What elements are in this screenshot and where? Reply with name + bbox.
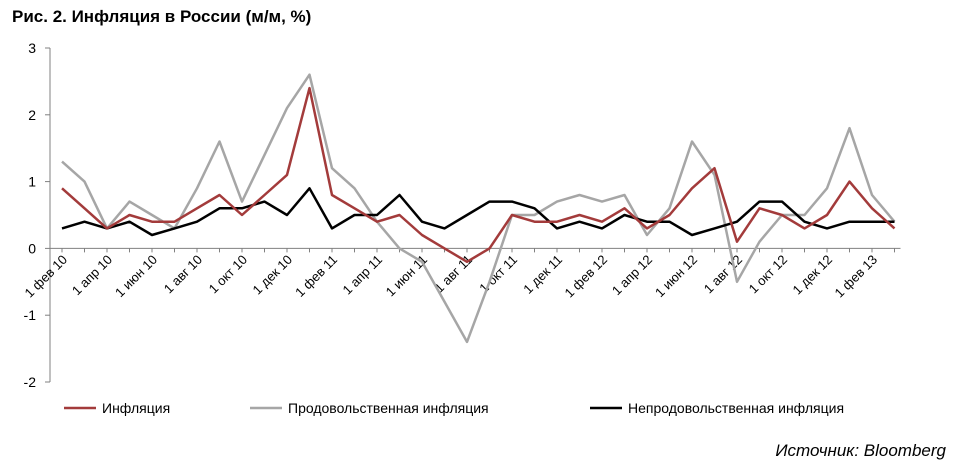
x-tick-label: 1 июн 10	[112, 252, 160, 300]
x-tick-label: 1 июн 12	[652, 252, 700, 300]
source-note: Источник: Bloomberg	[775, 441, 946, 460]
legend-label-2: Непродовольственная инфляция	[628, 400, 844, 416]
x-tick-label: 1 фев 13	[832, 252, 881, 301]
x-tick-label: 1 окт 12	[746, 252, 791, 297]
x-tick-label: 1 авг 10	[161, 252, 205, 296]
y-tick-label: 1	[28, 174, 36, 190]
x-tick-label: 1 авг 12	[701, 252, 745, 296]
legend: Инфляция Продовольственная инфляция Непрод…	[64, 400, 844, 416]
y-tick-label: -1	[24, 307, 37, 323]
y-tick-label: 0	[28, 240, 36, 256]
legend-label-1: Продовольственная инфляция	[288, 400, 489, 416]
x-tick-label: 1 фев 10	[22, 252, 71, 301]
legend-label-0: Инфляция	[102, 400, 170, 416]
series-layer	[61, 73, 896, 344]
chart-title: Рис. 2. Инфляция в России (м/м, %)	[12, 7, 312, 26]
series-line-1	[61, 73, 896, 344]
x-tick-label: 1 дек 10	[250, 252, 296, 298]
line-chart: -2 -1 0 1 2 3 1 фев 101 апр 101 июн 10 1 авг 10…	[22, 40, 901, 416]
x-tick-label: 1 дек 12	[790, 252, 836, 298]
x-tick-label: 1 июн 11	[383, 252, 430, 299]
x-tick-label: 1 дек 11	[520, 252, 565, 297]
x-tick-label: 1 апр 12	[609, 252, 655, 298]
x-tick-label: 1 фев 11	[292, 252, 340, 300]
series-line-2	[61, 187, 895, 237]
y-tick-label: 2	[28, 107, 36, 123]
y-tick-label: -2	[24, 374, 37, 390]
series-line-0	[61, 86, 896, 264]
x-tick-label: 1 окт 10	[206, 252, 251, 297]
x-tick-label: 1 фев 12	[562, 252, 611, 301]
x-tick-label: 1 апр 11	[340, 252, 386, 298]
y-tick-label: 3	[28, 40, 36, 56]
x-tick-label: 1 апр 10	[69, 252, 115, 298]
